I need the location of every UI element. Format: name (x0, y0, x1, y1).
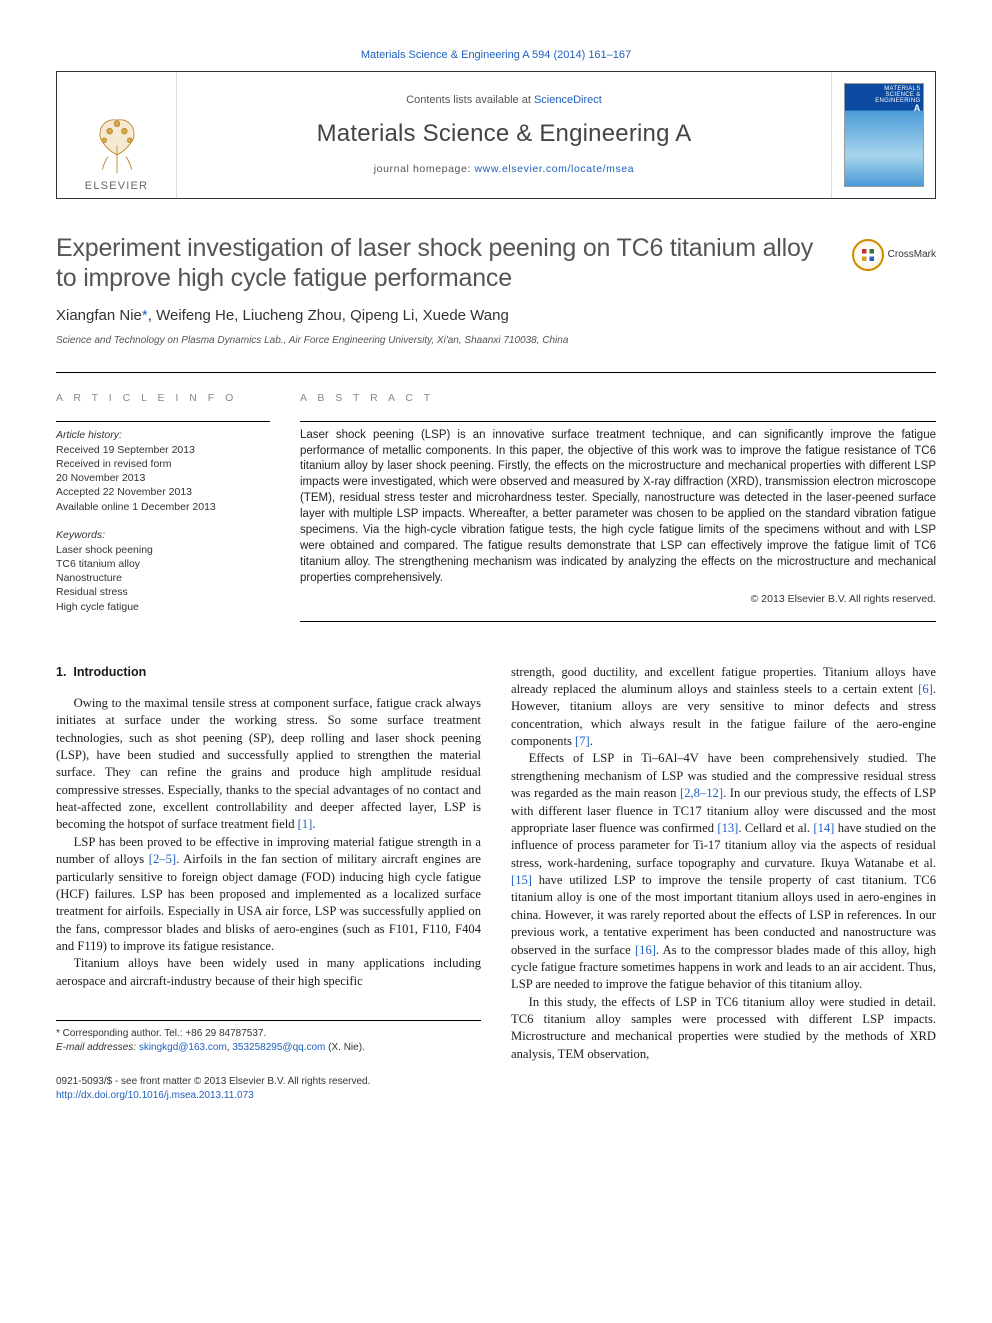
email-link[interactable]: 353258295@qq.com (232, 1042, 325, 1053)
masthead-center: Contents lists available at ScienceDirec… (177, 72, 831, 198)
corr-line: * Corresponding author. Tel.: +86 29 847… (56, 1027, 481, 1041)
journal-cover-thumb: MATERIALS SCIENCE & ENGINEERING A (844, 83, 924, 187)
history-line: 20 November 2013 (56, 471, 270, 485)
history-line: Received 19 September 2013 (56, 443, 270, 457)
email-name: (X. Nie). (325, 1042, 364, 1053)
journal-masthead: ELSEVIER Contents lists available at Sci… (56, 71, 936, 199)
citation-link[interactable]: [7] (575, 734, 590, 748)
p-text: Owing to the maximal tensile stress at c… (56, 696, 481, 832)
publisher-name: ELSEVIER (85, 179, 148, 194)
keyword: Nanostructure (56, 571, 270, 585)
abstract-copyright: © 2013 Elsevier B.V. All rights reserved… (300, 592, 936, 621)
abstract-text: Laser shock peening (LSP) is an innovati… (300, 421, 936, 587)
history-line: Available online 1 December 2013 (56, 500, 270, 514)
section-title: Introduction (73, 665, 146, 679)
keywords-heading: Keywords: (56, 528, 270, 542)
email-link[interactable]: skingkgd@163.com (139, 1042, 227, 1053)
citation-link[interactable]: [15] (511, 873, 532, 887)
article-history: Article history: Received 19 September 2… (56, 421, 270, 514)
publisher-logo-block: ELSEVIER (57, 72, 177, 198)
authors-line: Xiangfan Nie*, Weifeng He, Liucheng Zhou… (56, 306, 936, 326)
corr-phone: +86 29 84787537. (185, 1028, 266, 1039)
page-footer: 0921-5093/$ - see front matter © 2013 El… (56, 1075, 936, 1102)
email-line: E-mail addresses: skingkgd@163.com, 3532… (56, 1041, 481, 1055)
citation-link[interactable]: [13] (717, 821, 738, 835)
other-authors: , Weifeng He, Liucheng Zhou, Qipeng Li, … (148, 307, 509, 324)
email-label: E-mail addresses: (56, 1042, 139, 1053)
cover-thumb-block: MATERIALS SCIENCE & ENGINEERING A (831, 72, 935, 198)
history-line: Received in revised form (56, 457, 270, 471)
keyword: Residual stress (56, 585, 270, 599)
crossmark-label: CrossMark (888, 248, 936, 262)
citation-link[interactable]: [6] (918, 682, 933, 696)
p-text: . Airfoils in the fan section of militar… (56, 852, 481, 953)
cover-title-lines: MATERIALS SCIENCE & ENGINEERING (875, 86, 920, 104)
article-info-label: A R T I C L E I N F O (56, 391, 270, 405)
keywords-block: Keywords: Laser shock peening TC6 titani… (56, 528, 270, 614)
p-text: . Cellard et al. (738, 821, 813, 835)
citation-link[interactable]: [1] (298, 817, 313, 831)
keyword: High cycle fatigue (56, 600, 270, 614)
body-col-right: strength, good ductility, and excellent … (511, 664, 936, 1064)
citation-link[interactable]: [14] (813, 821, 834, 835)
sciencedirect-link[interactable]: ScienceDirect (534, 94, 602, 106)
first-author: Xiangfan Nie (56, 307, 142, 324)
history-line: Accepted 22 November 2013 (56, 485, 270, 499)
keyword: TC6 titanium alloy (56, 557, 270, 571)
section-heading: 1. Introduction (56, 664, 481, 681)
body-col-left: 1. Introduction Owing to the maximal ten… (56, 664, 481, 1064)
crossmark-badge-icon (852, 239, 884, 271)
homepage-prefix: journal homepage: (374, 163, 475, 175)
body-paragraph: strength, good ductility, and excellent … (511, 664, 936, 751)
p-text: . (312, 817, 315, 831)
cover-sub: A (914, 103, 921, 113)
affiliation: Science and Technology on Plasma Dynamic… (56, 334, 936, 348)
cover-title-text: MATERIALS SCIENCE & ENGINEERING A (875, 86, 920, 113)
citation-link[interactable]: [2,8–12] (680, 786, 723, 800)
contents-line: Contents lists available at ScienceDirec… (406, 93, 602, 108)
body-paragraph: Titanium alloys have been widely used in… (56, 955, 481, 990)
keyword: Laser shock peening (56, 543, 270, 557)
body-paragraph: Effects of LSP in Ti–6Al–4V have been co… (511, 750, 936, 993)
body-paragraph: In this study, the effects of LSP in TC6… (511, 994, 936, 1064)
journal-name: Materials Science & Engineering A (317, 118, 692, 150)
corr-label: * Corresponding author. Tel.: (56, 1028, 185, 1039)
p-text: strength, good ductility, and excellent … (511, 665, 936, 696)
doi-link[interactable]: http://dx.doi.org/10.1016/j.msea.2013.11… (56, 1090, 254, 1101)
body-paragraph: Owing to the maximal tensile stress at c… (56, 695, 481, 834)
body-columns: 1. Introduction Owing to the maximal ten… (56, 664, 936, 1064)
history-heading: Article history: (56, 428, 270, 442)
citation-link[interactable]: [16] (635, 943, 656, 957)
article-title: Experiment investigation of laser shock … (56, 233, 836, 294)
issn-line: 0921-5093/$ - see front matter © 2013 El… (56, 1075, 936, 1089)
journal-homepage-line: journal homepage: www.elsevier.com/locat… (374, 162, 634, 176)
section-number: 1. (56, 665, 66, 679)
citation-link[interactable]: [2–5] (149, 852, 176, 866)
corresponding-footer: * Corresponding author. Tel.: +86 29 847… (56, 1020, 481, 1054)
homepage-link[interactable]: www.elsevier.com/locate/msea (474, 163, 634, 175)
p-text: . (590, 734, 593, 748)
crossmark-widget[interactable]: CrossMark (852, 239, 936, 271)
abstract-label: A B S T R A C T (300, 391, 936, 405)
body-paragraph: LSP has been proved to be effective in i… (56, 834, 481, 956)
elsevier-tree-icon (89, 111, 145, 175)
contents-prefix: Contents lists available at (406, 94, 534, 106)
running-head: Materials Science & Engineering A 594 (2… (56, 48, 936, 63)
